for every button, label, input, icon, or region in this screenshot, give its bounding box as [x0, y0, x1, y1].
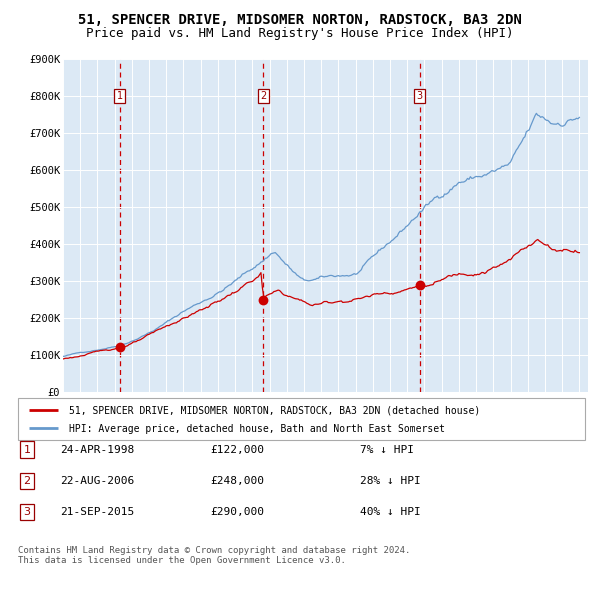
Text: £248,000: £248,000 [210, 476, 264, 486]
Text: HPI: Average price, detached house, Bath and North East Somerset: HPI: Average price, detached house, Bath… [69, 424, 445, 434]
Text: 51, SPENCER DRIVE, MIDSOMER NORTON, RADSTOCK, BA3 2DN: 51, SPENCER DRIVE, MIDSOMER NORTON, RADS… [78, 13, 522, 27]
Text: 24-APR-1998: 24-APR-1998 [60, 445, 134, 454]
Text: £290,000: £290,000 [210, 507, 264, 517]
Text: 40% ↓ HPI: 40% ↓ HPI [360, 507, 421, 517]
FancyBboxPatch shape [18, 398, 585, 440]
Point [259, 296, 268, 305]
Text: 3: 3 [417, 91, 423, 101]
Text: 2: 2 [260, 91, 266, 101]
Text: Price paid vs. HM Land Registry's House Price Index (HPI): Price paid vs. HM Land Registry's House … [86, 27, 514, 40]
Text: 7% ↓ HPI: 7% ↓ HPI [360, 445, 414, 454]
Text: 1: 1 [117, 91, 123, 101]
Text: 28% ↓ HPI: 28% ↓ HPI [360, 476, 421, 486]
Text: Contains HM Land Registry data © Crown copyright and database right 2024.
This d: Contains HM Land Registry data © Crown c… [18, 546, 410, 565]
Text: 3: 3 [23, 507, 31, 517]
Text: 1: 1 [23, 445, 31, 454]
Point [415, 280, 425, 290]
Text: 2: 2 [23, 476, 31, 486]
Text: £122,000: £122,000 [210, 445, 264, 454]
Point [115, 342, 125, 352]
Text: 51, SPENCER DRIVE, MIDSOMER NORTON, RADSTOCK, BA3 2DN (detached house): 51, SPENCER DRIVE, MIDSOMER NORTON, RADS… [69, 406, 480, 415]
Text: 21-SEP-2015: 21-SEP-2015 [60, 507, 134, 517]
Text: 22-AUG-2006: 22-AUG-2006 [60, 476, 134, 486]
